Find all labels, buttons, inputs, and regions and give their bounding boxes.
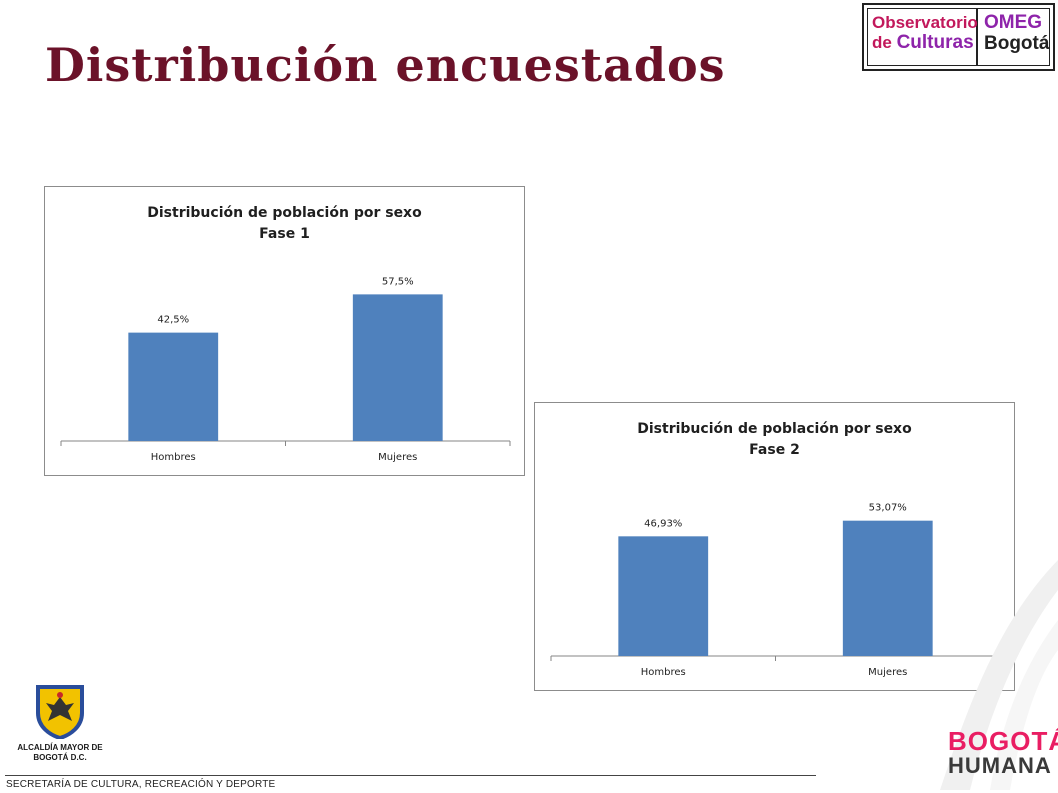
bar-chart-svg: Distribución de población por sexo Fase 2… (550, 421, 1001, 678)
alcaldia-logo: ALCALDÍA MAYOR DE BOGOTÁ D.C. (10, 683, 110, 763)
coat-of-arms-icon (36, 685, 84, 739)
footer-text: SECRETARÍA DE CULTURA, RECREACIÓN Y DEPO… (6, 779, 276, 790)
logo-line-omeg: OMEG (984, 12, 1043, 33)
data-label: 57,5% (382, 276, 414, 287)
chart-fase-1: Distribución de población por sexo Fase 1… (44, 186, 525, 476)
bogota-humana-logo: BOGOTÁ HUMANA (948, 726, 1058, 778)
chart-fase-2: Distribución de población por sexo Fase 2… (534, 402, 1015, 691)
logo-line-de: de (872, 33, 892, 52)
logo-line-culturas: Culturas (896, 32, 974, 53)
bogota-humana-line-1: BOGOTÁ (948, 726, 1058, 756)
category-label: Hombres (151, 452, 196, 463)
logo-line-bogota: Bogotá (984, 33, 1050, 54)
chart-subtitle: Fase 1 (259, 226, 310, 242)
bar (618, 536, 709, 656)
category-label: Mujeres (378, 452, 417, 463)
bogota-humana-line-2: HUMANA (948, 753, 1052, 778)
data-label: 42,5% (157, 315, 189, 326)
alcaldia-text: ALCALDÍA MAYOR DE BOGOTÁ D.C. (17, 743, 103, 762)
bar (128, 332, 219, 441)
chart-title: Distribución de población por sexo (147, 205, 422, 221)
data-label: 46,93% (644, 518, 682, 529)
footer-divider (5, 775, 816, 776)
bar-chart-svg: Distribución de población por sexo Fase 1… (60, 205, 511, 463)
logo-line-observatorio: Observatorio (872, 13, 978, 32)
decorative-swoosh-icon (940, 560, 1058, 790)
chart-subtitle: Fase 2 (749, 442, 800, 458)
bar (352, 294, 443, 441)
category-label: Hombres (641, 667, 686, 678)
category-label: Mujeres (868, 667, 907, 678)
slide-title: Distribución encuestados (45, 38, 726, 92)
data-label: 53,07% (869, 503, 907, 514)
chart-title: Distribución de población por sexo (637, 421, 912, 437)
observatorio-culturas-logo: Observatorio de Culturas OMEG Bogotá (862, 3, 1055, 71)
bar (842, 520, 933, 656)
